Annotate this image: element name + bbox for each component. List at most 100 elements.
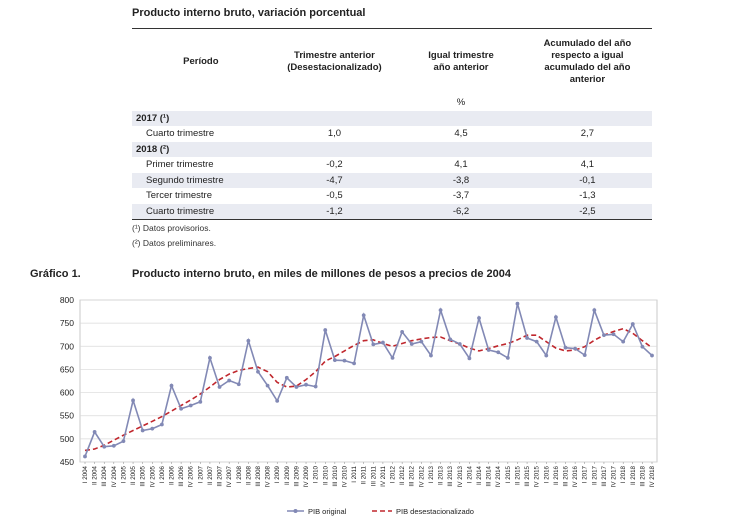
x-tick-label: I 2018 [620,465,627,483]
x-tick-label: I 2016 [543,465,550,483]
x-tick-label: II 2012 [399,465,406,484]
header-accumulated: Acumulado del año respecto a igual acumul… [522,28,652,95]
data-point [448,337,453,342]
x-tick-label: II 2016 [553,465,560,484]
data-point [611,332,616,337]
x-tick-label: II 2018 [630,465,637,484]
header-same-quarter: Igual trimestre año anterior [399,28,523,95]
header-previous-quarter: Trimestre anterior (Desestacionalizado) [269,28,400,95]
data-point [265,383,270,388]
data-point [323,328,328,332]
x-tick-label: IV 2007 [226,465,233,487]
x-tick-label: III 2005 [140,465,147,486]
data-point [592,308,597,313]
x-tick-label: I 2006 [159,465,166,483]
data-point [102,444,107,449]
x-tick-label: III 2004 [101,465,108,486]
x-tick-label: IV 2011 [380,465,387,486]
x-tick-label: II 2005 [130,465,137,484]
x-tick-label: III 2006 [178,465,185,486]
x-tick-label: IV 2012 [418,465,425,487]
x-tick-label: II 2007 [207,465,214,484]
data-point [275,399,280,403]
x-tick-label: I 2011 [351,465,358,482]
x-tick-label: III 2008 [255,465,262,486]
data-point [515,301,520,306]
data-point [352,361,356,366]
data-point [169,383,174,388]
data-point [256,369,260,374]
x-tick-label: II 2011 [361,465,368,484]
data-point [294,385,299,389]
series-line-original [84,303,653,457]
legend-label-desestacionalizado: PIB desestacionalizado [396,507,474,516]
x-tick-label: I 2005 [120,465,127,483]
x-tick-label: I 2009 [274,465,281,483]
x-tick-label: IV 2018 [649,465,656,487]
data-point [208,355,212,360]
data-point [83,454,87,459]
x-tick-label: III 2015 [524,465,531,486]
x-tick-label: II 2008 [245,465,252,484]
data-point [486,348,491,352]
x-tick-label: IV 2010 [341,465,348,487]
x-tick-label: III 2010 [332,465,339,486]
data-point [563,345,568,350]
table-row: 2018 (²) [132,141,652,157]
legend-label-original: PIB original [308,507,347,516]
x-tick-label: II 2013 [438,465,445,484]
x-tick-label: I 2004 [82,465,89,483]
x-tick-label: IV 2006 [188,465,195,487]
data-point [131,398,135,403]
x-tick-label: I 2017 [582,465,589,483]
data-point [505,355,510,360]
table-row: 2017 (¹) [132,110,652,126]
y-tick-label: 450 [60,457,74,467]
x-tick-label: II 2004 [92,465,99,484]
x-tick-label: II 2006 [168,465,175,484]
x-tick-label: IV 2015 [534,465,541,487]
x-tick-label: II 2010 [322,465,329,484]
footnote-preliminary: (²) Datos preliminares. [132,238,217,248]
x-tick-label: II 2009 [284,465,291,484]
data-point [121,439,126,444]
chart-label: Gráfico 1. [30,268,81,280]
plot-frame [79,299,658,463]
x-tick-label: III 2013 [447,465,454,486]
data-point [361,313,366,318]
data-point [630,322,635,326]
data-point [419,339,424,344]
data-point [496,350,501,355]
x-tick-label: III 2007 [217,465,224,486]
y-tick-label: 750 [60,318,74,328]
x-tick-label: III 2016 [563,465,570,486]
x-tick-label: I 2015 [505,465,512,483]
data-point [409,342,414,346]
y-tick-label: 650 [60,364,74,374]
data-point [217,385,222,389]
data-point [227,378,232,383]
x-tick-label: III 2009 [293,465,300,486]
data-point [159,422,164,427]
data-point [457,342,462,346]
data-point [92,430,97,434]
x-tick-label: III 2014 [486,465,493,486]
data-point [198,399,203,404]
x-tick-label: IV 2014 [495,465,502,487]
data-point [236,382,241,387]
y-tick-label: 550 [60,411,74,421]
data-point [371,342,376,347]
unit-label: % [456,97,466,108]
data-point [534,339,539,344]
table-row: Cuarto trimestre 1,0 4,5 2,7 [146,128,594,139]
data-point [525,336,529,340]
data-point [313,384,318,389]
data-point [582,353,587,357]
data-point [304,382,308,387]
x-tick-label: IV 2009 [303,465,310,487]
header-period: Período [132,28,270,95]
y-tick-label: 800 [60,295,74,305]
table-row: Primer trimestre -0,2 4,1 4,1 [146,159,594,170]
data-point [179,406,184,411]
